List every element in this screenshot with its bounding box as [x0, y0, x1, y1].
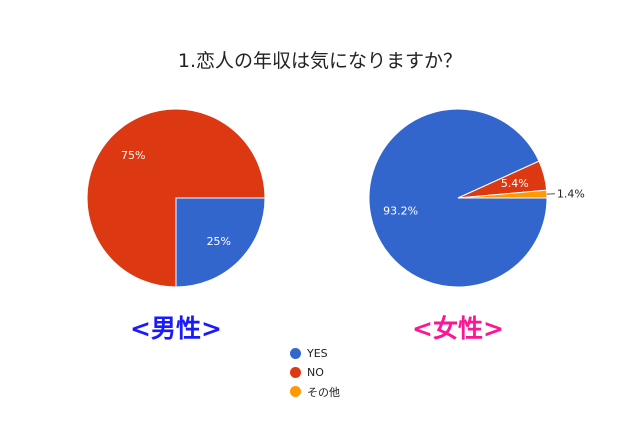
pie-slice-label: 1.4% [557, 188, 585, 201]
pie-slice-label: 25% [207, 235, 231, 248]
pie-slice-label: 75% [121, 149, 145, 162]
pie-slice-label: 5.4% [501, 177, 529, 190]
legend-swatch [290, 348, 301, 359]
pie-slice-NO [86, 108, 266, 288]
legend: YES NO その他 [290, 344, 340, 401]
pie-male: 25% 75% [86, 108, 266, 288]
legend-item: その他 [290, 382, 340, 401]
legend-item: YES [290, 344, 340, 363]
legend-label: その他 [307, 385, 340, 399]
chart-title: 1.恋人の年収は気になりますか？ [177, 50, 463, 72]
legend-swatch [290, 367, 301, 378]
legend-item: NO [290, 363, 340, 382]
legend-swatch [290, 386, 301, 397]
pie-female: 93.2% 5.4% 1.4% [368, 108, 585, 288]
legend-label: NO [307, 366, 324, 379]
caption-female: <女性> [412, 314, 504, 343]
caption-male: <男性> [130, 314, 222, 343]
pie-slice-YES [175, 197, 266, 288]
pie-slice-label: 93.2% [383, 204, 418, 217]
legend-label: YES [307, 347, 328, 360]
